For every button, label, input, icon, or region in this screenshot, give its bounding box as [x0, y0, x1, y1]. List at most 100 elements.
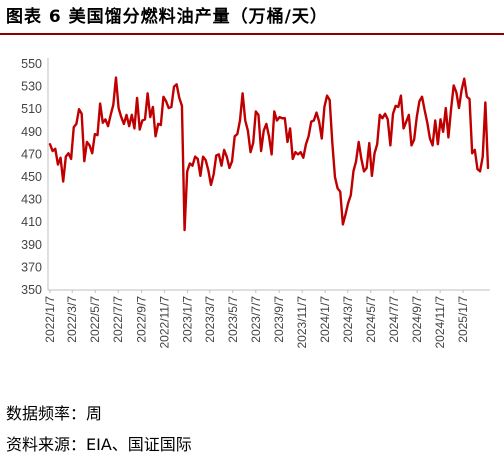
data-point — [80, 113, 82, 115]
data-point — [389, 144, 391, 146]
data-point — [247, 129, 249, 131]
data-point — [371, 175, 373, 177]
y-tick-label: 430 — [21, 193, 42, 207]
y-tick-label: 450 — [21, 170, 42, 184]
x-tick-label: 2022/5/7 — [88, 296, 102, 343]
data-point — [365, 167, 367, 169]
data-point — [207, 169, 209, 171]
data-point — [73, 126, 75, 128]
data-point — [468, 98, 470, 100]
x-tick-label: 2025/1/7 — [456, 296, 470, 343]
data-point — [379, 114, 381, 116]
data-point — [363, 170, 365, 172]
data-point — [410, 144, 412, 146]
data-point — [183, 229, 185, 231]
data-point — [107, 125, 109, 127]
data-point — [186, 170, 188, 172]
data-point — [128, 125, 130, 127]
data-point — [86, 141, 88, 143]
y-tick-label: 350 — [21, 283, 42, 297]
data-point — [421, 96, 423, 98]
data-point — [368, 142, 370, 144]
data-point — [405, 120, 407, 122]
x-tick-label: 2024/1/7 — [318, 296, 332, 343]
data-point — [157, 123, 159, 125]
data-point — [215, 154, 217, 156]
y-tick-label: 550 — [21, 57, 42, 71]
data-point — [355, 160, 357, 162]
data-point — [117, 107, 119, 109]
data-point — [257, 114, 259, 116]
frequency-note: 数据频率：周 — [6, 404, 103, 423]
data-point — [278, 116, 280, 118]
chart-title: 图表 6 美国馏分燃料油产量（万桶/天） — [6, 7, 328, 27]
data-point — [49, 143, 51, 145]
data-point — [429, 137, 431, 139]
data-point — [125, 114, 127, 116]
x-tick-label: 2023/1/7 — [181, 296, 195, 343]
x-tick-label: 2022/3/7 — [65, 296, 79, 343]
line-chart: 350 370 390 410 430 450 470 490 510 530 550 2022/1… — [21, 57, 490, 349]
data-point — [223, 149, 225, 151]
data-point — [423, 109, 425, 111]
data-point — [392, 113, 394, 115]
data-point — [123, 123, 125, 125]
data-point — [344, 213, 346, 215]
data-point — [458, 107, 460, 109]
data-point — [144, 118, 146, 120]
data-point — [54, 148, 56, 150]
data-point — [310, 120, 312, 122]
data-point — [170, 106, 172, 108]
series-layer — [48, 76, 490, 232]
data-point — [289, 127, 291, 129]
data-point — [402, 127, 404, 129]
data-point — [281, 117, 283, 119]
data-point — [115, 76, 117, 78]
data-point — [96, 134, 98, 136]
data-point — [321, 137, 323, 139]
data-point — [453, 84, 455, 86]
x-tick-label: 2023/5/7 — [226, 296, 240, 343]
data-point — [328, 99, 330, 101]
data-point — [426, 122, 428, 124]
x-tick-label: 2024/3/7 — [341, 296, 355, 343]
data-point — [339, 190, 341, 192]
data-point — [228, 167, 230, 169]
data-point — [387, 118, 389, 120]
data-point — [255, 110, 257, 112]
data-point — [199, 175, 201, 177]
data-point — [181, 105, 183, 107]
data-point — [231, 160, 233, 162]
data-point — [263, 129, 265, 131]
x-tick-label: 2024/7/7 — [387, 296, 401, 343]
data-point — [352, 170, 354, 172]
data-point — [99, 102, 101, 104]
data-point — [434, 119, 436, 121]
data-point — [439, 118, 441, 120]
data-point — [136, 97, 138, 99]
data-point — [487, 167, 489, 169]
data-point — [141, 119, 143, 121]
data-point — [373, 152, 375, 154]
data-point — [408, 114, 410, 116]
y-tick-label: 410 — [21, 215, 42, 229]
data-point — [268, 135, 270, 137]
data-point — [59, 157, 61, 159]
data-point — [178, 97, 180, 99]
data-point — [226, 155, 228, 157]
data-point — [204, 159, 206, 161]
data-point — [162, 96, 164, 98]
data-point — [397, 106, 399, 108]
data-point — [466, 96, 468, 98]
y-tick-label: 390 — [21, 238, 42, 252]
x-tick-label: 2022/7/7 — [111, 296, 125, 343]
data-point — [220, 165, 222, 167]
data-point — [331, 142, 333, 144]
data-point — [241, 92, 243, 94]
data-point — [160, 124, 162, 126]
data-point — [455, 91, 457, 93]
data-point — [265, 123, 267, 125]
data-point — [336, 187, 338, 189]
data-point — [437, 143, 439, 145]
data-point — [94, 133, 96, 135]
